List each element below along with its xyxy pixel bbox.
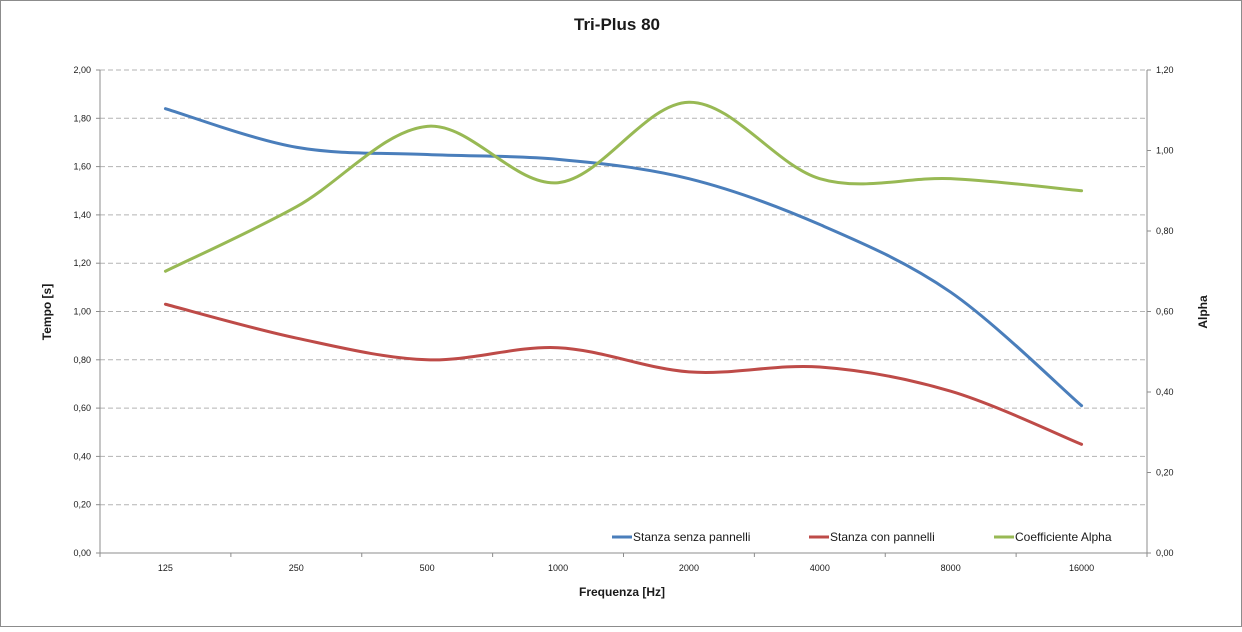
y2-axis-title: Alpha xyxy=(1196,295,1210,329)
chart-title: Tri-Plus 80 xyxy=(574,15,660,34)
x-axis-title: Frequenza [Hz] xyxy=(579,585,665,599)
x-tick-label: 500 xyxy=(420,563,435,573)
y-tick-label: 0,80 xyxy=(73,355,91,365)
x-tick-label: 2000 xyxy=(679,563,699,573)
legend: Stanza senza pannelli Stanza con pannelli… xyxy=(612,530,1112,544)
x-tick-label: 4000 xyxy=(810,563,830,573)
legend-label-coefficiente-alpha: Coefficiente Alpha xyxy=(1015,530,1112,544)
y-tick-label: 0,40 xyxy=(73,451,91,461)
y2-tick-label: 1,20 xyxy=(1156,65,1174,75)
series-line-stanza-senza-pannelli xyxy=(163,107,1084,408)
series-line-stanza-con-pannelli xyxy=(163,302,1084,446)
x-tick-label: 125 xyxy=(158,563,173,573)
y-tick-label: 1,80 xyxy=(73,113,91,123)
series-lines xyxy=(163,100,1084,446)
y-tick-label: 1,00 xyxy=(73,307,91,317)
series-line-coefficiente-alpha xyxy=(163,100,1084,273)
y2-tick-label: 0,60 xyxy=(1156,307,1174,317)
y2-tick-label: 0,20 xyxy=(1156,468,1174,478)
y2-tick-label: 0,00 xyxy=(1156,548,1174,558)
x-tick-label: 1000 xyxy=(548,563,568,573)
legend-label-stanza-senza-pannelli: Stanza senza pannelli xyxy=(633,530,750,544)
axes xyxy=(96,69,1151,557)
y-tick-label: 1,40 xyxy=(73,210,91,220)
y2-tick-label: 0,40 xyxy=(1156,387,1174,397)
y-tick-label: 0,60 xyxy=(73,403,91,413)
y-tick-label: 0,20 xyxy=(73,500,91,510)
legend-label-stanza-con-pannelli: Stanza con pannelli xyxy=(830,530,935,544)
y-tick-label: 0,00 xyxy=(73,548,91,558)
y-axis-title: Tempo [s] xyxy=(40,284,54,340)
y-tick-label: 2,00 xyxy=(73,65,91,75)
y-tick-label: 1,20 xyxy=(73,258,91,268)
y2-tick-label: 1,00 xyxy=(1156,146,1174,156)
x-tick-label: 16000 xyxy=(1069,563,1094,573)
tick-labels: 0,00 0,20 0,40 0,60 0,80 1,00 1,20 1,40 1,60 1,80… xyxy=(73,65,1173,573)
x-tick-label: 8000 xyxy=(941,563,961,573)
y2-tick-label: 0,80 xyxy=(1156,226,1174,236)
y-tick-label: 1,60 xyxy=(73,162,91,172)
x-tick-label: 250 xyxy=(289,563,304,573)
